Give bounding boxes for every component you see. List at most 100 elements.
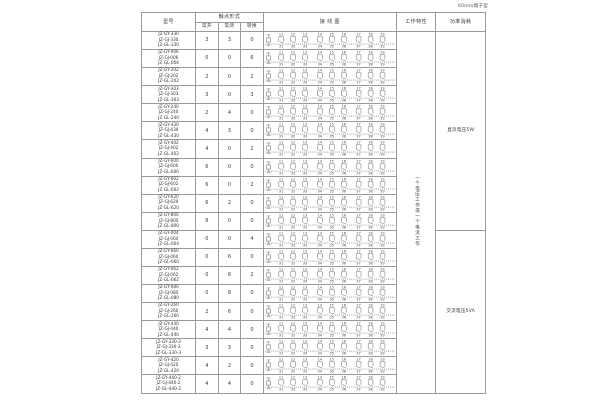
contact-ch-cell: 0: [240, 320, 264, 340]
model-number: JZ-GJ-303: [158, 92, 179, 98]
svg-text:15: 15: [329, 159, 333, 163]
operating-characteristic-text: 一个电压工作或一个电流工作: [414, 175, 420, 247]
contact-no-cell: 6: [195, 175, 219, 195]
svg-text:19: 19: [380, 358, 384, 362]
contact-ch-cell: 2: [240, 67, 264, 87]
svg-text:36: 36: [341, 81, 346, 85]
model-number: JZ-GY-004: [158, 231, 179, 237]
svg-text:39: 39: [380, 279, 384, 283]
svg-text:17: 17: [356, 340, 360, 344]
contact-nc-cell: 8: [217, 284, 242, 304]
svg-text:35: 35: [329, 135, 333, 139]
svg-text:35: 35: [329, 298, 333, 302]
contact-nc-cell: 3: [217, 121, 242, 141]
contact-no-cell: 8: [195, 211, 219, 231]
svg-text:34: 34: [317, 189, 322, 193]
svg-text:14: 14: [317, 195, 322, 199]
contact-no-cell: 0: [195, 229, 219, 249]
svg-text:12: 12: [291, 105, 295, 109]
svg-text:31: 31: [279, 189, 283, 193]
svg-text:15: 15: [329, 105, 333, 109]
svg-text:18: 18: [368, 105, 372, 109]
svg-text:18: 18: [368, 232, 372, 236]
contact-nc-cell: 0: [217, 49, 242, 69]
table-row: JZ-GY-004 JZ-GJ-004 JZ-GL-004 0 0 4 11 31 12 32 13…: [140, 229, 486, 394]
svg-text:19: 19: [380, 232, 384, 236]
svg-text:31: 31: [279, 370, 283, 374]
contact-no-cell: 2: [195, 67, 219, 87]
svg-text:32: 32: [291, 298, 295, 302]
svg-text:34: 34: [317, 370, 322, 374]
svg-text:32: 32: [291, 81, 295, 85]
model-cell: JZ-GY-440 JZ-GJ-440 JZ-GL-440: [140, 320, 197, 340]
svg-text:35: 35: [329, 171, 333, 175]
svg-text:19: 19: [380, 177, 384, 181]
svg-text:39: 39: [380, 316, 384, 320]
model-number: JZ-GJ-440: [158, 327, 179, 333]
svg-text:19: 19: [380, 159, 384, 163]
contact-nc-cell: 3: [217, 338, 242, 358]
svg-text:39: 39: [380, 261, 384, 265]
svg-text:15: 15: [329, 33, 333, 37]
svg-text:31: 31: [279, 99, 283, 103]
svg-text:11: 11: [279, 268, 283, 272]
svg-text:33: 33: [303, 63, 307, 67]
svg-text:13: 13: [303, 87, 307, 91]
svg-text:19: 19: [380, 286, 384, 290]
relay-spec-table: 型号 触点形式 接 线 图 工作特性 功率消耗 常开 常闭 转换 JZ-GY-3…: [140, 12, 486, 394]
model-cell: JZ-GY-062 JZ-GJ-062 JZ-GL-062: [140, 266, 197, 286]
svg-text:14: 14: [317, 87, 322, 91]
model-number: JZ-GJ-260: [158, 308, 179, 314]
table-row: JZ-GY-602 JZ-GJ-602 JZ-GL-602 6 0 2 11 31 12 32 13…: [140, 175, 486, 195]
contact-ch-cell: 0: [240, 30, 264, 51]
svg-text:14: 14: [317, 322, 322, 326]
model-number: JZ-GY-006: [158, 50, 179, 56]
svg-text:17: 17: [356, 123, 360, 127]
contact-no-cell: 4: [195, 320, 219, 340]
svg-text:13: 13: [303, 213, 307, 217]
svg-text:15: 15: [329, 358, 333, 362]
svg-text:14: 14: [317, 286, 322, 290]
wiring-diagram-cell: 11 31 12 32 13 33 14 34 15 35 16 36 17 37 18 38 19 39: [262, 175, 397, 195]
svg-text:13: 13: [303, 358, 307, 362]
svg-text:39: 39: [380, 334, 384, 338]
svg-text:33: 33: [303, 189, 307, 193]
contact-nc-cell: 2: [217, 356, 242, 376]
svg-text:13: 13: [303, 232, 307, 236]
contact-no-cell: 3: [195, 30, 219, 51]
svg-text:11: 11: [279, 340, 283, 344]
svg-text:38: 38: [368, 189, 372, 193]
svg-text:18: 18: [368, 376, 372, 380]
svg-text:36: 36: [341, 99, 346, 103]
svg-text:14: 14: [317, 69, 322, 73]
svg-text:36: 36: [341, 388, 346, 392]
svg-text:32: 32: [291, 316, 295, 320]
svg-text:35: 35: [329, 388, 333, 392]
contact-nc-cell: 0: [217, 211, 242, 231]
svg-text:33: 33: [303, 352, 307, 356]
model-number: JZ-GY-202: [158, 68, 179, 74]
model-number: JZ-GL-620: [158, 205, 179, 211]
svg-text:38: 38: [368, 261, 372, 265]
svg-text:11: 11: [279, 105, 283, 109]
power-consumption-cell: 交流电压5VA: [435, 229, 486, 394]
model-cell: JZ-GY-303 JZ-GJ-303 JZ-GL-303: [140, 85, 197, 105]
svg-text:14: 14: [317, 33, 322, 37]
svg-text:12: 12: [291, 177, 295, 181]
contact-no-cell: 2: [195, 103, 219, 123]
svg-text:12: 12: [291, 232, 295, 236]
svg-text:12: 12: [291, 376, 295, 380]
svg-text:16: 16: [341, 51, 346, 55]
header-row-1: 型号 触点形式 接 线 图 工作特性 功率消耗: [140, 12, 486, 32]
model-number: JZ-GJ-602: [158, 182, 179, 188]
svg-text:38: 38: [368, 298, 372, 302]
svg-text:18: 18: [368, 87, 372, 91]
wiring-diagram-graphic: 11 31 12 32 13 33 14 34 15 35 16 36 17 37 18 38 19 39: [264, 213, 396, 230]
svg-text:12: 12: [291, 213, 295, 217]
svg-text:31: 31: [279, 44, 283, 48]
contact-ch-cell: 3: [240, 85, 264, 105]
svg-text:14: 14: [317, 177, 322, 181]
svg-text:19: 19: [380, 123, 384, 127]
wiring-diagram-cell: 11 31 12 32 13 33 14 34 15 35 16 36 17 37 18 38 19 39: [262, 320, 397, 340]
svg-text:15: 15: [329, 87, 333, 91]
